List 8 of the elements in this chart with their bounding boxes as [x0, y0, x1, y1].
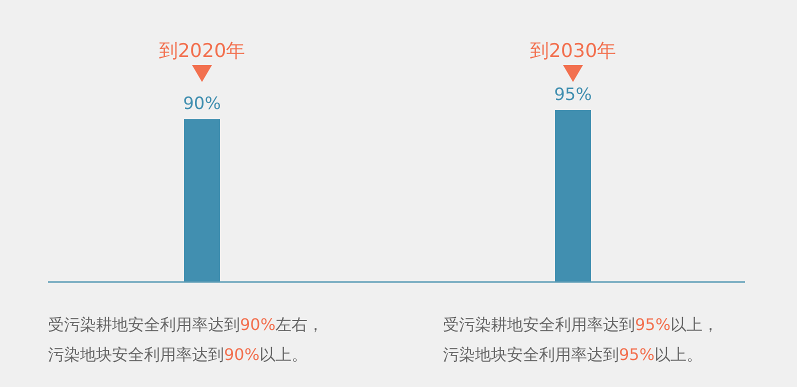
- data-label: 90%: [183, 94, 221, 114]
- data-label: 95%: [554, 85, 592, 105]
- text: 污染地块安全利用率达到95%以上。: [443, 345, 703, 364]
- x-tick-label: 到2030年: [530, 40, 616, 62]
- text: 污染地块安全利用率达到90%以上。: [48, 345, 308, 364]
- text: 受污染耕地安全利用率达到90%左右，: [48, 315, 324, 334]
- x-tick-label: 到2020年: [158, 40, 246, 62]
- text: 受污染耕地安全利用率达到95%以上，: [443, 315, 719, 334]
